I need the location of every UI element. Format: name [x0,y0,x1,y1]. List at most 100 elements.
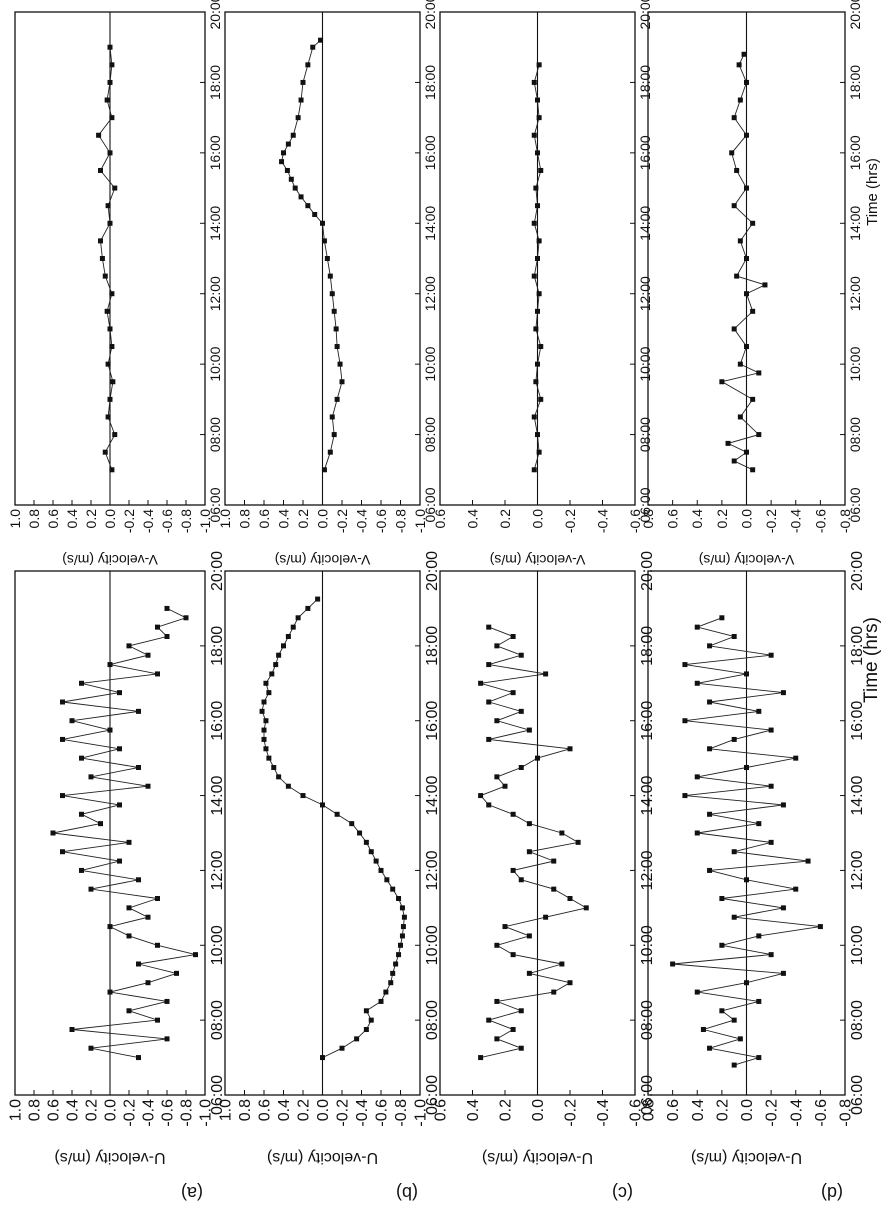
x-tick-label-b-v: 14:00 [422,206,438,241]
data-point-c-u [527,971,532,976]
data-point-c-v [537,238,542,243]
data-point-c-u [503,924,508,929]
y-tick-label-c-v: 0.6 [432,509,448,529]
data-point-c-u [527,849,532,854]
time-axis-label-v-column: Time (hrs) [864,158,881,226]
data-point-c-u [527,728,532,733]
data-point-b-u [263,718,268,723]
data-point-a-u [165,999,170,1004]
data-point-a-u [51,831,56,836]
x-tick-label-a-v: 20:00 [207,0,223,30]
data-point-d-u [707,1046,712,1051]
x-tick-label-a-u: 20:00 [209,551,226,591]
data-point-a-u [98,821,103,826]
data-point-a-u [70,1027,75,1032]
data-point-b-u [315,597,320,602]
panel-label-b: (b) [396,1183,418,1203]
data-point-c-u [543,671,548,676]
data-point-d-u [781,971,786,976]
y-tick-label-d-u: 0.6 [665,1099,682,1121]
x-tick-label-b-v: 20:00 [422,0,438,30]
y-tick-label-d-v: -0.8 [837,509,853,533]
data-point-d-u [695,831,700,836]
data-point-b-u [262,728,267,733]
data-point-d-v [744,80,749,85]
data-point-c-v [532,274,537,279]
data-point-a-u [89,774,94,779]
data-point-a-v [105,98,110,103]
data-point-c-u [551,859,556,864]
data-point-c-u [511,1027,516,1032]
data-point-c-u [568,746,573,751]
data-point-a-u [184,615,189,620]
data-point-a-u [79,756,84,761]
data-point-a-v [112,432,117,437]
y-tick-label-b-u: 0.2 [296,1099,313,1121]
data-point-c-u [559,831,564,836]
data-point-d-v [729,150,734,155]
data-point-d-u [756,709,761,714]
data-point-c-u [551,887,556,892]
y-tick-label-a-u: -0.6 [160,1099,177,1127]
data-point-d-v [738,414,743,419]
y-tick-label-c-v: -0.2 [562,509,578,533]
data-point-c-u [494,1036,499,1041]
data-point-c-u [519,709,524,714]
data-point-a-v [112,186,117,191]
data-point-d-v [732,326,737,331]
x-tick-label-c-v: 12:00 [637,276,653,311]
data-point-d-u [732,1063,737,1068]
data-point-d-v [738,238,743,243]
x-tick-label-a-u: 12:00 [209,850,226,890]
y-tick-label-a-u: 0.0 [103,1099,120,1121]
data-point-c-v [532,80,537,85]
y-tick-label-b-u: -0.4 [354,1099,371,1127]
data-point-b-u [369,1018,374,1023]
y-tick-label-d-u: 0.8 [641,1099,658,1121]
data-point-c-u [494,718,499,723]
data-point-d-u [769,784,774,789]
x-tick-label-d-u: 16:00 [849,701,866,741]
y-tick-label-b-u: 0.8 [237,1099,254,1121]
y-tick-label-a-u: -1.0 [198,1099,215,1127]
series-line-d-v [722,54,765,469]
data-point-a-u [117,690,122,695]
data-point-d-u [756,821,761,826]
x-tick-label-c-v: 10:00 [637,346,653,381]
data-point-b-u [263,746,268,751]
data-point-b-u [281,643,286,648]
data-point-d-u [738,1036,743,1041]
data-point-b-u [263,681,268,686]
data-point-d-u [769,840,774,845]
data-point-b-v [305,203,310,208]
data-point-a-v [108,397,113,402]
data-point-a-u [155,896,160,901]
y-axis-label-a-u: U-velocity (m/s) [54,1149,165,1166]
y-tick-label-c-v: 0.0 [529,509,545,529]
data-point-b-u [260,709,265,714]
data-point-b-u [393,962,398,967]
data-point-c-u [511,868,516,873]
data-point-b-u [271,765,276,770]
data-point-d-v [762,282,767,287]
data-point-d-u [695,681,700,686]
data-point-a-v [108,80,113,85]
data-point-a-u [79,812,84,817]
y-tick-label-a-v: -0.4 [140,509,156,533]
y-tick-label-d-v: 0.0 [738,509,754,529]
data-point-d-u [769,728,774,733]
panel-label-c: (c) [612,1183,633,1203]
y-tick-label-b-u: 0.6 [257,1099,274,1121]
y-tick-label-b-v: -0.4 [353,509,369,533]
data-point-c-v [537,62,542,67]
data-point-b-u [401,924,406,929]
data-point-c-u [494,643,499,648]
data-point-a-v [109,115,114,120]
x-tick-label-d-v: 20:00 [847,0,863,30]
y-tick-label-b-u: 0.4 [276,1099,293,1121]
x-tick-label-a-u: 08:00 [209,1000,226,1040]
x-tick-label-a-v: 12:00 [207,276,223,311]
data-point-a-v [108,150,113,155]
y-axis-label-d-u: U-velocity (m/s) [691,1149,802,1166]
y-tick-label-a-u: 0.4 [65,1099,82,1121]
